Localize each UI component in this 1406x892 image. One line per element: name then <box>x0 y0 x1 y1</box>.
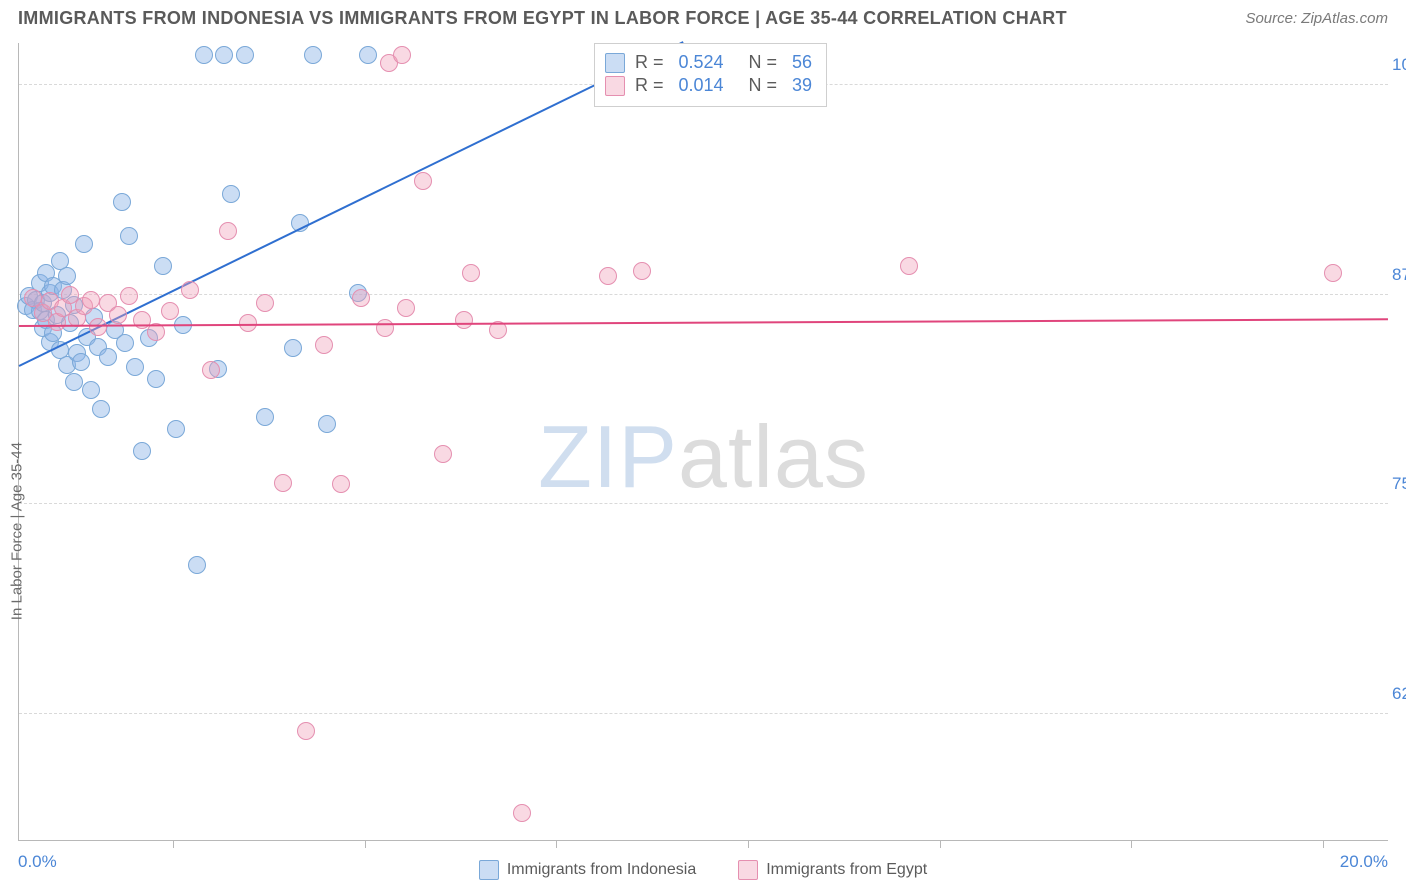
data-point-indonesia <box>75 235 93 253</box>
data-point-indonesia <box>318 415 336 433</box>
data-point-indonesia <box>72 353 90 371</box>
data-point-indonesia <box>359 46 377 64</box>
gridline <box>19 294 1388 295</box>
data-point-egypt <box>462 264 480 282</box>
data-point-indonesia <box>188 556 206 574</box>
data-point-indonesia <box>284 339 302 357</box>
data-point-egypt <box>900 257 918 275</box>
data-point-indonesia <box>167 420 185 438</box>
data-point-indonesia <box>65 373 83 391</box>
data-point-egypt <box>82 291 100 309</box>
data-point-egypt <box>332 475 350 493</box>
data-point-egypt <box>202 361 220 379</box>
chart-header: IMMIGRANTS FROM INDONESIA VS IMMIGRANTS … <box>0 0 1406 43</box>
data-point-egypt <box>181 281 199 299</box>
data-point-egypt <box>376 319 394 337</box>
legend-swatch-egypt <box>738 860 758 880</box>
x-tick <box>556 840 557 848</box>
data-point-indonesia <box>133 442 151 460</box>
data-point-indonesia <box>116 334 134 352</box>
data-point-egypt <box>161 302 179 320</box>
data-point-egypt <box>434 445 452 463</box>
stats-swatch <box>605 76 625 96</box>
data-point-indonesia <box>113 193 131 211</box>
trend-line-egypt <box>19 318 1388 327</box>
watermark-zip: ZIP <box>538 407 678 506</box>
data-point-indonesia <box>236 46 254 64</box>
stats-r-label: R = <box>635 52 669 73</box>
data-point-indonesia <box>99 348 117 366</box>
gridline <box>19 503 1388 504</box>
x-tick <box>940 840 941 848</box>
legend-label-egypt: Immigrants from Egypt <box>766 861 927 879</box>
data-point-egypt <box>256 294 274 312</box>
data-point-egypt <box>513 804 531 822</box>
data-point-egypt <box>633 262 651 280</box>
watermark: ZIPatlas <box>538 406 869 508</box>
data-point-egypt <box>599 267 617 285</box>
data-point-indonesia <box>58 267 76 285</box>
chart-title: IMMIGRANTS FROM INDONESIA VS IMMIGRANTS … <box>18 8 1067 29</box>
stats-r-label: R = <box>635 75 669 96</box>
data-point-indonesia <box>92 400 110 418</box>
y-tick-label: 75.0% <box>1380 474 1406 494</box>
data-point-egypt <box>352 289 370 307</box>
x-tick <box>1323 840 1324 848</box>
stats-row-egypt: R = 0.014 N = 39 <box>605 75 812 96</box>
stats-r-value: 0.014 <box>678 75 723 96</box>
x-tick <box>173 840 174 848</box>
data-point-indonesia <box>195 46 213 64</box>
data-point-egypt <box>297 722 315 740</box>
legend-label-indonesia: Immigrants from Indonesia <box>507 861 696 879</box>
x-tick <box>1131 840 1132 848</box>
stats-box: R = 0.524 N = 56R = 0.014 N = 39 <box>594 43 827 107</box>
data-point-indonesia <box>147 370 165 388</box>
data-point-indonesia <box>82 381 100 399</box>
watermark-atlas: atlas <box>678 407 869 506</box>
data-point-indonesia <box>126 358 144 376</box>
data-point-indonesia <box>154 257 172 275</box>
data-point-egypt <box>414 172 432 190</box>
data-point-egypt <box>120 287 138 305</box>
data-point-egypt <box>315 336 333 354</box>
x-tick <box>365 840 366 848</box>
stats-r-value: 0.524 <box>678 52 723 73</box>
stats-n-value: 56 <box>792 52 812 73</box>
legend-item-egypt: Immigrants from Egypt <box>738 860 927 880</box>
data-point-egypt <box>274 474 292 492</box>
data-point-indonesia <box>215 46 233 64</box>
data-point-egypt <box>393 46 411 64</box>
data-point-egypt <box>219 222 237 240</box>
gridline <box>19 713 1388 714</box>
chart-source: Source: ZipAtlas.com <box>1245 10 1388 27</box>
stats-row-indonesia: R = 0.524 N = 56 <box>605 52 812 73</box>
stats-n-label: N = <box>734 52 783 73</box>
data-point-egypt <box>1324 264 1342 282</box>
y-tick-label: 100.0% <box>1380 55 1406 75</box>
stats-n-value: 39 <box>792 75 812 96</box>
data-point-egypt <box>397 299 415 317</box>
stats-n-label: N = <box>734 75 783 96</box>
data-point-egypt <box>109 306 127 324</box>
stats-swatch <box>605 53 625 73</box>
data-point-indonesia <box>120 227 138 245</box>
data-point-egypt <box>455 311 473 329</box>
chart-area: In Labor Force | Age 35-44 ZIPatlas 62.5… <box>18 43 1388 841</box>
plot-region: ZIPatlas 62.5%75.0%87.5%100.0%R = 0.524 … <box>19 43 1388 840</box>
x-tick <box>748 840 749 848</box>
legend-swatch-indonesia <box>479 860 499 880</box>
legend-item-indonesia: Immigrants from Indonesia <box>479 860 696 880</box>
y-tick-label: 87.5% <box>1380 265 1406 285</box>
legend-bottom: Immigrants from Indonesia Immigrants fro… <box>0 860 1406 880</box>
y-tick-label: 62.5% <box>1380 684 1406 704</box>
data-point-indonesia <box>304 46 322 64</box>
data-point-indonesia <box>256 408 274 426</box>
data-point-indonesia <box>222 185 240 203</box>
